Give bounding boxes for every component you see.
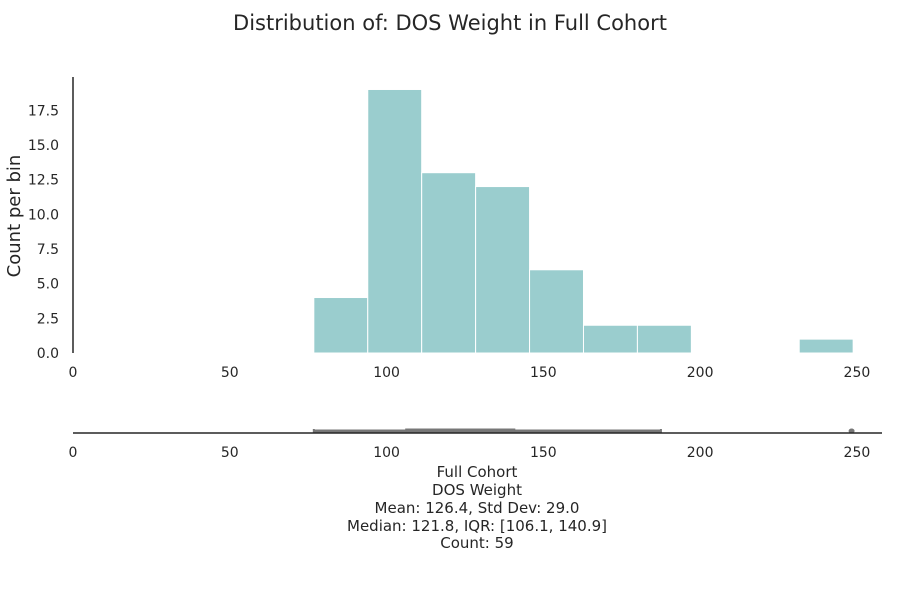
histogram-bar <box>798 338 854 354</box>
y-tick-label: 7.5 <box>37 242 59 258</box>
box-x-tick-label: 150 <box>530 445 557 461</box>
y-axis-label: Count per bin <box>4 155 25 278</box>
y-tick-label: 0.0 <box>37 346 59 362</box>
stats-mean-sd: Mean: 126.4, Std Dev: 29.0 <box>375 499 580 517</box>
box-x-tick-label: 200 <box>687 445 714 461</box>
y-tick-label: 17.5 <box>28 103 59 119</box>
stats-count: Count: 59 <box>440 534 513 552</box>
box-x-tick-label: 100 <box>373 445 400 461</box>
histogram-bars <box>313 88 854 354</box>
summary-stats: Full Cohort DOS Weight Mean: 126.4, Std … <box>347 463 607 552</box>
histogram-bar <box>421 172 477 354</box>
y-tick-label: 5.0 <box>37 277 59 293</box>
y-tick-label: 2.5 <box>37 311 59 327</box>
histogram-bar <box>475 186 531 354</box>
x-tick-label: 0 <box>69 365 78 381</box>
histogram-bar <box>529 269 584 354</box>
x-tick-labels: 0 50 100 150 200 250 <box>69 365 871 381</box>
x-tick-label: 150 <box>530 365 557 381</box>
histogram-bar <box>582 324 638 354</box>
x-tick-label: 250 <box>844 365 871 381</box>
y-tick-labels: 0.0 2.5 5.0 7.5 10.0 12.5 15.0 17.5 <box>28 103 59 362</box>
stats-median-iqr: Median: 121.8, IQR: [106.1, 140.9] <box>347 517 607 535</box>
box-x-tick-label: 250 <box>844 445 871 461</box>
y-tick-label: 15.0 <box>28 138 59 154</box>
histogram-bar <box>367 88 423 354</box>
y-tick-label: 12.5 <box>28 173 59 189</box>
boxplot-panel: 0 50 100 150 200 250 <box>69 428 882 461</box>
y-tick-label: 10.0 <box>28 207 59 223</box>
x-tick-label: 50 <box>221 365 239 381</box>
box-x-tick-label: 50 <box>221 445 239 461</box>
chart-title: Distribution of: DOS Weight in Full Coho… <box>233 11 667 35</box>
box-x-tick-labels: 0 50 100 150 200 250 <box>69 445 871 461</box>
histogram-bar <box>636 324 692 354</box>
histogram-bar <box>313 297 369 354</box>
histogram-panel: 0.0 2.5 5.0 7.5 10.0 12.5 15.0 17.5 0 50 100 150 20… <box>4 77 870 381</box>
stats-cohort: Full Cohort <box>437 463 518 481</box>
stats-variable: DOS Weight <box>432 481 522 499</box>
box-x-tick-label: 0 <box>69 445 78 461</box>
x-tick-label: 200 <box>687 365 714 381</box>
x-tick-label: 100 <box>373 365 400 381</box>
